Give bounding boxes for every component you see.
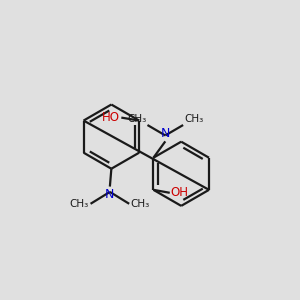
Text: N: N: [105, 188, 115, 201]
Text: HO: HO: [102, 111, 120, 124]
Text: N: N: [160, 127, 170, 140]
Text: CH₃: CH₃: [184, 113, 203, 124]
Text: CH₃: CH₃: [70, 199, 89, 209]
Text: OH: OH: [171, 186, 189, 199]
Text: CH₃: CH₃: [131, 199, 150, 209]
Text: CH₃: CH₃: [127, 113, 147, 124]
